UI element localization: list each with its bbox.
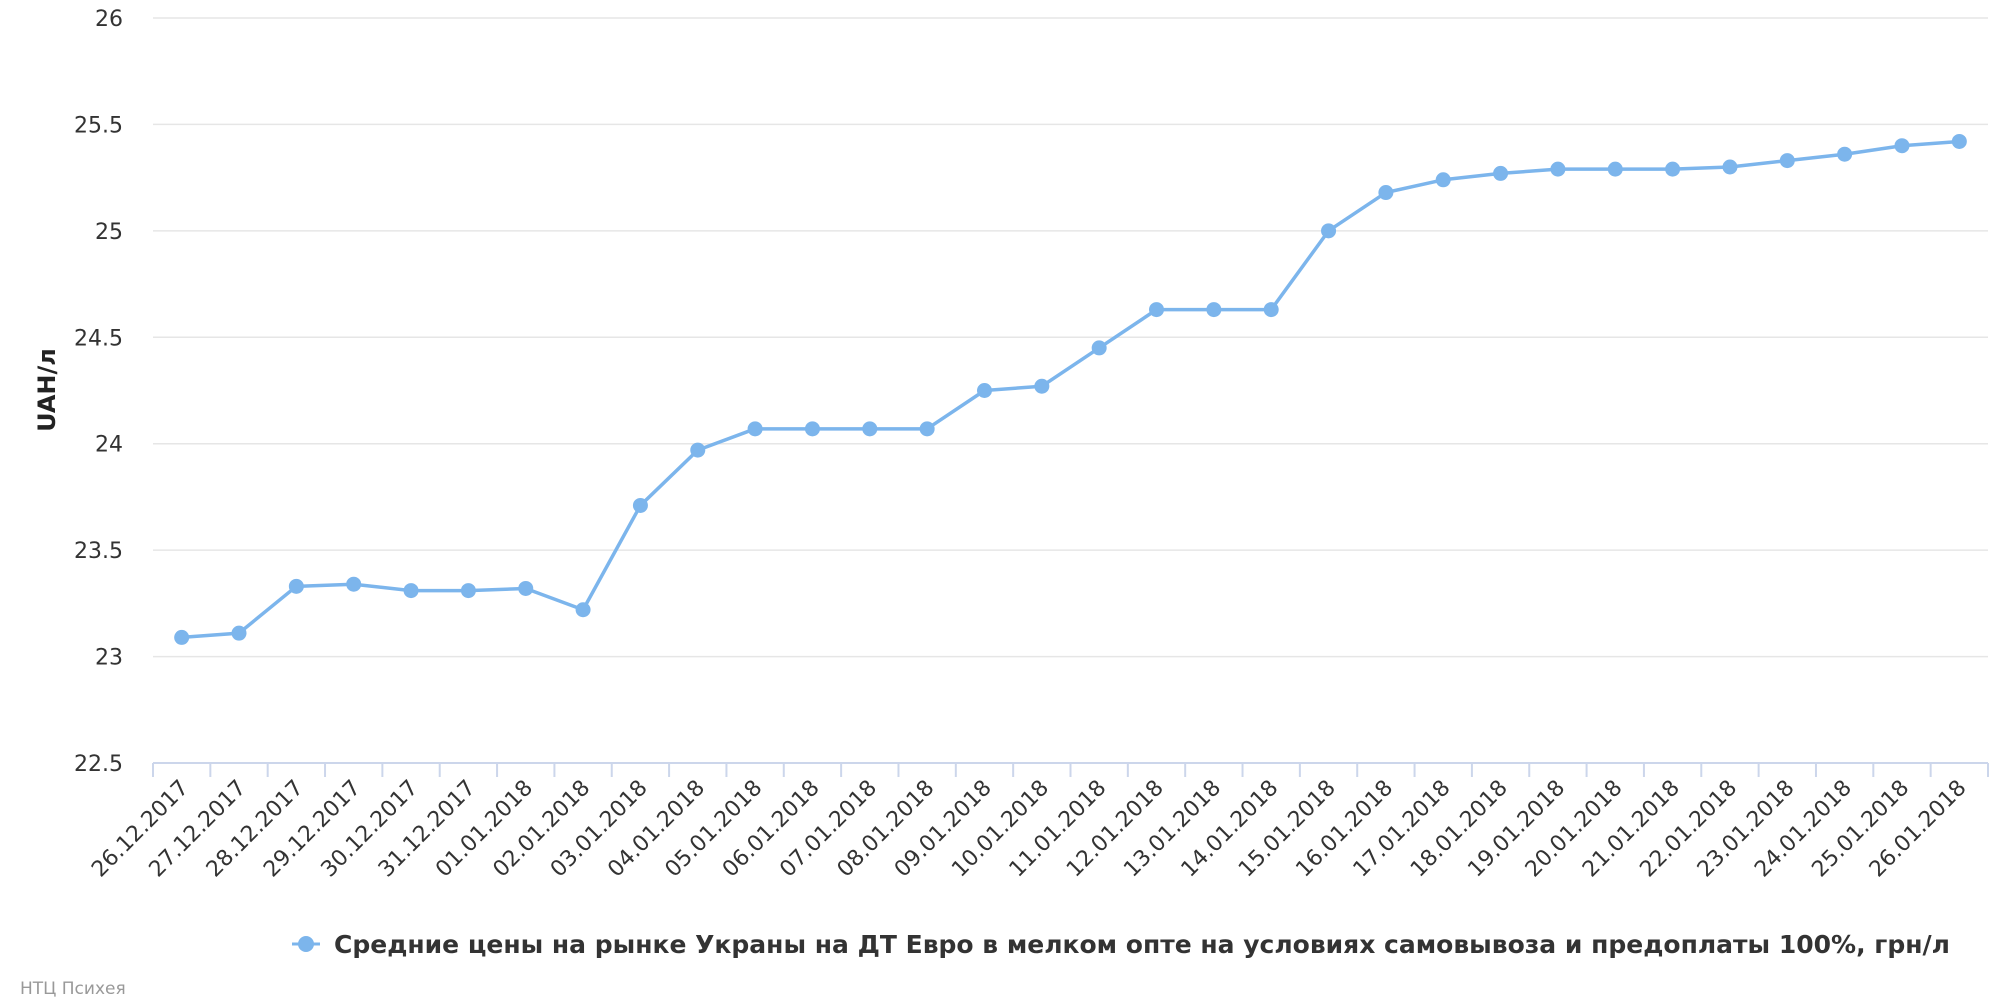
- data-point[interactable]: [1550, 161, 1566, 177]
- y-tick-label: 24: [95, 433, 123, 458]
- data-point[interactable]: [575, 602, 591, 618]
- data-point[interactable]: [231, 625, 247, 641]
- data-point[interactable]: [1493, 165, 1509, 181]
- y-tick-label: 26: [95, 7, 123, 32]
- data-point[interactable]: [632, 497, 648, 513]
- data-point[interactable]: [346, 576, 362, 592]
- y-tick-label: 23: [95, 646, 123, 671]
- data-point[interactable]: [1665, 161, 1681, 177]
- y-axis: 22.5 23 23.5 24 24.5 25 25.5 26: [74, 7, 123, 777]
- data-point[interactable]: [403, 583, 419, 599]
- data-point[interactable]: [747, 421, 763, 437]
- data-point[interactable]: [1321, 223, 1337, 239]
- data-point[interactable]: [1894, 138, 1910, 154]
- legend[interactable]: Средние цены на рынке Украны на ДТ Евро …: [292, 930, 1950, 959]
- legend-item-label: Средние цены на рынке Украны на ДТ Евро …: [334, 930, 1950, 959]
- data-point[interactable]: [862, 421, 878, 437]
- data-point[interactable]: [1722, 159, 1738, 175]
- data-point[interactable]: [518, 580, 534, 596]
- data-point[interactable]: [1951, 133, 1967, 149]
- data-point[interactable]: [804, 421, 820, 437]
- data-point[interactable]: [288, 578, 304, 594]
- y-tick-label: 24.5: [74, 326, 123, 351]
- data-point[interactable]: [1149, 302, 1165, 318]
- credit-label[interactable]: НТЦ Психея: [20, 979, 126, 999]
- y-axis-title: UAH/л: [33, 348, 61, 432]
- series: [174, 133, 1967, 645]
- data-point[interactable]: [690, 442, 706, 458]
- data-point[interactable]: [1263, 302, 1279, 318]
- data-point[interactable]: [460, 583, 476, 599]
- data-point[interactable]: [1607, 161, 1623, 177]
- data-point[interactable]: [1779, 153, 1795, 169]
- y-tick-label: 25.5: [74, 113, 123, 138]
- y-tick-label: 23.5: [74, 539, 123, 564]
- data-point[interactable]: [1378, 185, 1394, 201]
- data-point[interactable]: [1435, 172, 1451, 188]
- data-point[interactable]: [919, 421, 935, 437]
- data-point[interactable]: [1034, 378, 1050, 394]
- gridlines: [153, 17, 1988, 658]
- data-point[interactable]: [1206, 302, 1222, 318]
- data-point[interactable]: [174, 629, 190, 645]
- data-point[interactable]: [1091, 340, 1107, 356]
- legend-point-marker: [298, 936, 314, 952]
- x-axis: 26.12.201727.12.201728.12.201729.12.2017…: [87, 762, 1989, 882]
- data-point[interactable]: [976, 383, 992, 398]
- series-line: [181, 139, 1960, 640]
- y-tick-label: 25: [95, 220, 123, 245]
- y-tick-label: 22.5: [74, 752, 123, 777]
- data-point[interactable]: [1837, 146, 1853, 162]
